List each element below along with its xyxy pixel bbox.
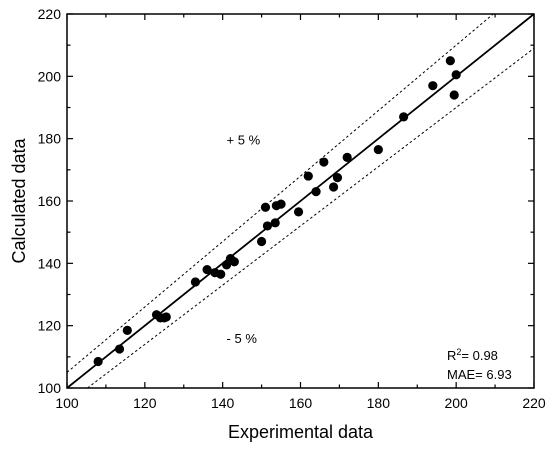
y-tick-label: 120 (38, 318, 62, 334)
data-point (114, 344, 125, 354)
data-point (303, 171, 313, 181)
data-point (342, 152, 352, 162)
data-point (122, 325, 132, 335)
r-squared-value: = 0.98 (461, 348, 498, 363)
data-point (311, 187, 321, 197)
data-point (256, 236, 267, 247)
data-point (260, 202, 271, 212)
data-point (319, 157, 329, 167)
r-squared-superscript: 2 (456, 347, 461, 357)
y-tick-label: 220 (38, 6, 62, 22)
y-axis-label: Calculated data (9, 137, 29, 263)
data-point (190, 277, 201, 287)
data-point (399, 112, 409, 122)
r-squared-prefix: R (447, 348, 456, 363)
data-point (276, 199, 286, 209)
data-point (328, 182, 339, 192)
data-point (445, 56, 455, 66)
data-point (449, 90, 459, 100)
tick-labels: 100 120 140 160 180 200 220 100 120 140 160 180 200 2… (38, 6, 546, 411)
data-point (293, 207, 304, 217)
x-tick-label: 180 (367, 395, 391, 411)
minus-five-percent-label: - 5 % (227, 331, 258, 346)
data-point (161, 312, 171, 322)
reference-line-1 (66, 13, 494, 373)
data-point (262, 221, 273, 231)
x-tick-label: 160 (289, 395, 313, 411)
reference-lines (66, 13, 535, 389)
data-point (270, 218, 280, 228)
y-tick-label: 140 (38, 255, 62, 271)
x-tick-label: 100 (55, 395, 79, 411)
y-tick-label: 200 (38, 68, 62, 84)
plus-five-percent-label: + 5 % (227, 132, 261, 147)
r-squared-label: R2= 0.98 (447, 347, 498, 363)
data-points (93, 56, 461, 367)
axis-ticks (66, 13, 535, 389)
data-point (202, 264, 212, 275)
y-tick-label: 180 (38, 131, 62, 147)
x-tick-label: 140 (211, 395, 235, 411)
x-axis-label: Experimental data (228, 422, 374, 442)
y-tick-label: 160 (38, 193, 62, 209)
data-point (373, 144, 383, 155)
x-tick-label: 120 (133, 395, 157, 411)
y-tick-label: 100 (38, 380, 62, 396)
data-point (93, 356, 103, 367)
reference-line-2 (87, 47, 535, 389)
data-point (428, 81, 438, 91)
data-point (229, 257, 239, 267)
data-point (216, 269, 226, 279)
data-point (332, 173, 343, 183)
mae-label: MAE= 6.93 (447, 367, 512, 382)
x-tick-label: 220 (522, 395, 546, 411)
reference-line-0 (66, 13, 535, 389)
x-tick-label: 200 (444, 395, 468, 411)
data-point (451, 70, 461, 80)
